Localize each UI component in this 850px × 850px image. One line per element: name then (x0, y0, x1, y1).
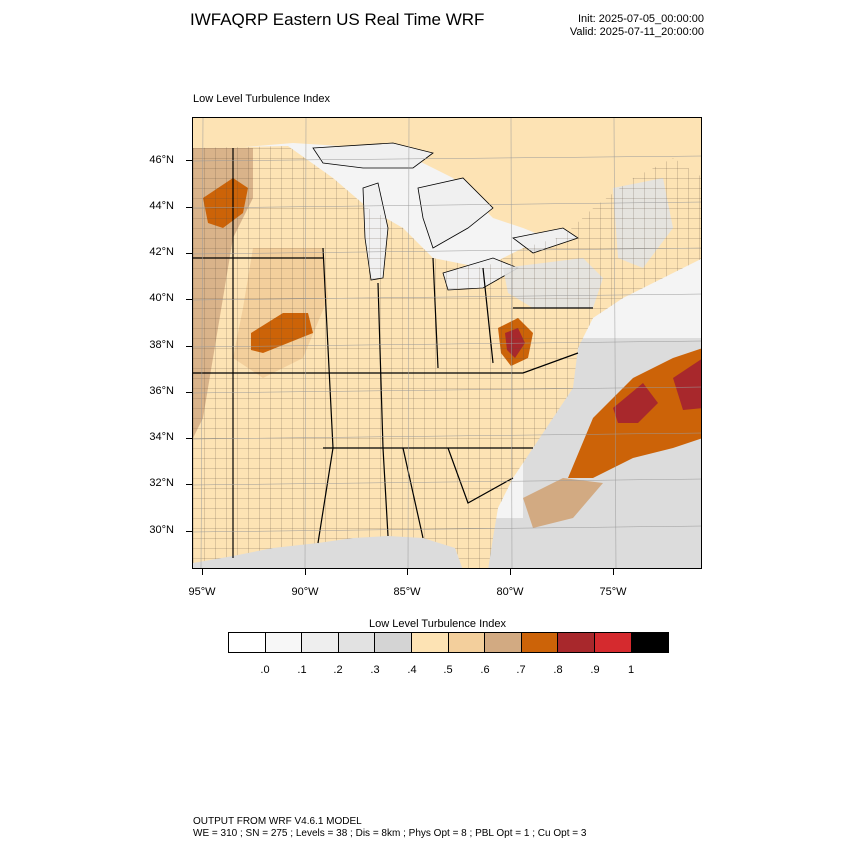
lat-label-44n: 44°N (149, 200, 174, 212)
legend-swatch (229, 633, 266, 652)
legend-swatch (631, 633, 669, 652)
main-title: IWFAQRP Eastern US Real Time WRF (190, 10, 485, 29)
legend-label: .4 (407, 664, 417, 676)
legend-label: .7 (516, 664, 526, 676)
lon-label-85w: 85°W (393, 586, 421, 598)
lat-tick (186, 438, 192, 439)
lat-label-42n: 42°N (149, 246, 174, 258)
lat-tick (186, 484, 192, 485)
lat-tick (186, 392, 192, 393)
lat-tick (186, 253, 192, 254)
init-time: Init: 2025-07-05_00:00:00 (578, 13, 704, 25)
lake-superior (312, 142, 434, 169)
lat-label-30n: 30°N (149, 524, 174, 536)
legend-label: 1 (627, 664, 635, 676)
legend-label: .8 (553, 664, 563, 676)
lake-huron (417, 177, 494, 249)
lat-label-34n: 34°N (149, 431, 174, 443)
legend-swatch (338, 633, 376, 652)
legend-swatch (558, 633, 595, 652)
lat-label-32n: 32°N (149, 477, 174, 489)
lat-tick (186, 160, 192, 161)
legend-swatch (594, 633, 632, 652)
legend-label: .5 (443, 664, 453, 676)
lon-label-90w: 90°W (291, 586, 319, 598)
lat-label-40n: 40°N (149, 292, 174, 304)
county-boundaries (193, 146, 701, 568)
turbulence-map (193, 118, 701, 568)
legend-label: .2 (333, 664, 343, 676)
lon-tick (510, 569, 511, 575)
legend-swatch (265, 633, 303, 652)
lat-label-36n: 36°N (149, 385, 174, 397)
state-boundaries (193, 148, 593, 558)
lon-tick (202, 569, 203, 575)
legend-label: .9 (590, 664, 600, 676)
red-patch-atlantic-2 (673, 359, 701, 410)
map-frame (192, 117, 702, 569)
lon-label-95w: 95°W (188, 586, 216, 598)
valid-time: Valid: 2025-07-11_20:00:00 (569, 26, 704, 38)
model-info-line1: OUTPUT FROM WRF V4.6.1 MODEL (193, 816, 362, 827)
model-info-line2: WE = 310 ; SN = 275 ; Levels = 38 ; Dis … (193, 828, 587, 839)
legend-swatch (448, 633, 486, 652)
lon-label-75w: 75°W (599, 586, 627, 598)
lon-label-80w: 80°W (496, 586, 524, 598)
lon-tick (613, 569, 614, 575)
legend-swatch (521, 633, 559, 652)
legend-swatch (411, 633, 449, 652)
legend-label: .0 (260, 664, 270, 676)
lat-tick (186, 346, 192, 347)
legend-swatch (302, 633, 339, 652)
legend-title: Low Level Turbulence Index (369, 618, 506, 630)
legend-label: .3 (370, 664, 380, 676)
legend-color-bar (228, 632, 670, 653)
lon-tick (407, 569, 408, 575)
lon-tick (305, 569, 306, 575)
graticule (193, 118, 701, 568)
legend-label: .6 (480, 664, 490, 676)
legend-swatch (485, 633, 522, 652)
lat-tick (186, 207, 192, 208)
map-subtitle: Low Level Turbulence Index (193, 93, 330, 105)
tan-patch-carolina-coast (523, 478, 603, 528)
legend-swatch (375, 633, 412, 652)
lat-tick (186, 531, 192, 532)
red-patch-atlantic-1 (613, 383, 658, 423)
legend-label: .1 (297, 664, 307, 676)
lat-label-46n: 46°N (149, 154, 174, 166)
lat-label-38n: 38°N (149, 339, 174, 351)
lat-tick (186, 299, 192, 300)
